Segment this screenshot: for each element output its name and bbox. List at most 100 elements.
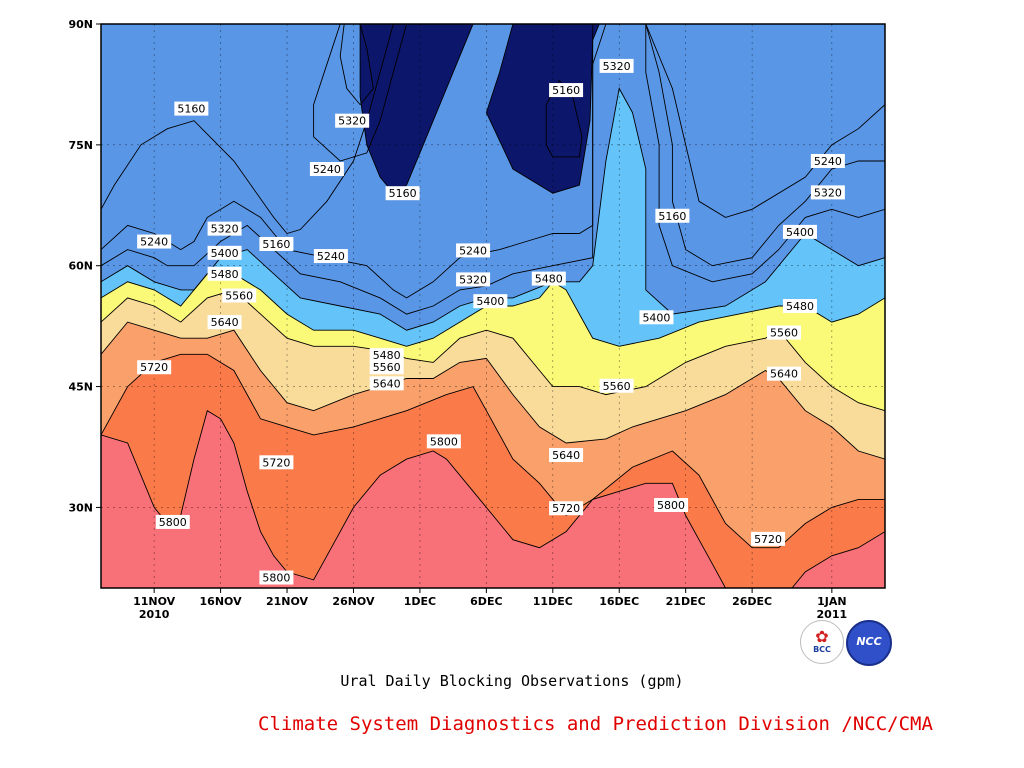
contour-label-bg: [309, 162, 344, 177]
contour-chart: 5160 5160 5160 5160 5160 5240 5240 5240 5240 5240…: [68, 18, 886, 621]
contour-label-32: 5720: [259, 455, 294, 470]
contour-label-20: 5480: [369, 348, 404, 363]
contour-label-bg: [473, 294, 508, 309]
contour-label-bg: [426, 434, 461, 449]
contour-label-text: 5320: [603, 60, 631, 73]
contour-label-text: 5560: [603, 380, 631, 393]
contour-label-18: 5400: [782, 224, 817, 239]
contour-label-text: 5240: [317, 250, 345, 263]
contour-label-bg: [207, 315, 242, 330]
contour-line-5320-8: [339, 24, 374, 106]
contour-line-5160-4: [645, 24, 885, 218]
y-tick-label-0: 30N: [68, 501, 93, 514]
contour-label-text: 5480: [373, 349, 401, 362]
x-tick-label-6: 11DEC: [533, 595, 573, 608]
contour-label-28: 5640: [369, 376, 404, 391]
contour-label-12: 5320: [456, 272, 491, 287]
contour-label-text: 5320: [459, 273, 487, 286]
contour-label-9: 5240: [810, 153, 845, 168]
contour-label-bg: [369, 376, 404, 391]
ncc-logo-icon: NCC: [846, 620, 892, 666]
contour-label-26: 5560: [767, 325, 802, 340]
contour-line-5160-3: [545, 79, 583, 158]
contour-label-bg: [810, 153, 845, 168]
contour-label-bg: [599, 378, 634, 393]
contour-label-text: 5160: [177, 103, 205, 116]
contour-label-text: 5480: [211, 268, 239, 281]
y-tick-label-1: 45N: [68, 381, 93, 394]
contour-label-text: 5160: [262, 238, 290, 251]
contour-label-text: 5640: [211, 316, 239, 329]
contour-label-bg: [655, 208, 690, 223]
contour-label-8: 5240: [456, 243, 491, 258]
contour-label-text: 5240: [814, 155, 842, 168]
x-tick-label-2: 21NOV: [266, 595, 309, 608]
contour-label-text: 5560: [225, 290, 253, 303]
contour-label-6: 5240: [309, 162, 344, 177]
contour-label-4: 5160: [655, 208, 690, 223]
contour-label-bg: [767, 366, 802, 381]
y-tick-label-4: 90N: [68, 18, 93, 31]
contour-label-2: 5160: [259, 236, 294, 251]
x-tick-label-7: 16DEC: [599, 595, 639, 608]
contour-label-text: 5160: [658, 210, 686, 223]
contour-label-bg: [654, 498, 689, 513]
contour-label-bg: [385, 186, 420, 201]
bcc-swirl-icon: ✿: [815, 627, 829, 646]
contour-label-17: 5400: [639, 310, 674, 325]
x-tick-label-4: 1DEC: [404, 595, 436, 608]
x-tick-label-5: 6DEC: [470, 595, 502, 608]
contour-label-text: 5800: [430, 435, 458, 448]
contour-label-36: 5800: [259, 570, 294, 585]
contour-label-bg: [782, 299, 817, 313]
bcc-logo-icon: ✿ BCC: [800, 620, 844, 664]
contour-label-31: 5720: [137, 360, 172, 375]
contour-label-text: 5560: [373, 361, 401, 374]
contour-label-text: 5400: [476, 295, 504, 308]
x-tick-label-1: 16NOV: [200, 595, 243, 608]
contour-label-text: 5640: [770, 368, 798, 381]
credit-line: Climate System Diagnostics and Predictio…: [258, 713, 933, 735]
contour-label-text: 5800: [159, 516, 187, 529]
contour-label-21: 5480: [531, 271, 566, 286]
contour-label-text: 5640: [373, 377, 401, 390]
contour-label-text: 5480: [786, 300, 814, 313]
contour-label-text: 5640: [552, 449, 580, 462]
contour-label-text: 5800: [262, 572, 290, 585]
contour-label-14: 5320: [810, 185, 845, 200]
contour-label-7: 5240: [313, 249, 348, 264]
contour-label-text: 5720: [140, 361, 168, 374]
contour-label-bg: [137, 234, 172, 249]
contour-label-text: 5320: [814, 186, 842, 199]
contour-label-3: 5160: [549, 83, 584, 98]
contour-label-bg: [207, 266, 242, 281]
contour-label-24: 5560: [369, 360, 404, 375]
bcc-logo-text: BCC: [813, 645, 831, 654]
contour-label-bg: [456, 272, 491, 287]
contour-line-5240-5: [101, 24, 607, 299]
x-tick-label-9: 26DEC: [732, 595, 772, 608]
y-tick-label-2: 60N: [68, 260, 93, 273]
contour-label-11: 5320: [335, 113, 370, 128]
contour-label-bg: [751, 531, 786, 546]
contour-labels: 5160 5160 5160 5160 5160 5240 5240 5240 5240 5240…: [137, 58, 845, 585]
contour-label-bg: [369, 348, 404, 363]
contour-label-10: 5320: [207, 221, 242, 236]
y-axis: 30N 45N 60N 75N 90N: [68, 18, 101, 514]
contour-label-text: 5160: [552, 84, 580, 97]
contour-label-22: 5480: [782, 299, 817, 313]
contour-label-bg: [259, 236, 294, 251]
contour-label-bg: [810, 185, 845, 200]
ncc-logo-text: NCC: [856, 635, 882, 648]
contour-label-30: 5640: [767, 366, 802, 381]
contour-label-text: 5400: [642, 311, 670, 324]
contour-line-5720-15: [101, 353, 885, 549]
x-tick-year-10: 2011: [817, 608, 848, 621]
x-tick-label-0: 11NOV: [133, 595, 176, 608]
contour-label-bg: [207, 221, 242, 236]
contour-label-bg: [639, 310, 674, 325]
x-tick-label-10: 1JAN: [817, 595, 846, 608]
contour-label-bg: [335, 113, 370, 128]
contour-label-bg: [782, 224, 817, 239]
contour-label-23: 5560: [222, 288, 257, 303]
